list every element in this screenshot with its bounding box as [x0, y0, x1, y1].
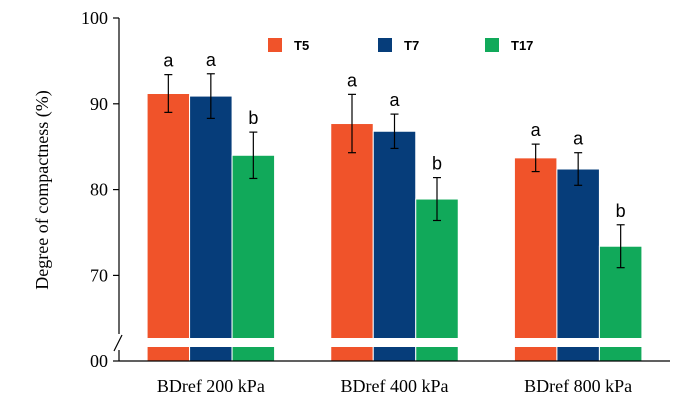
y-ticks: 100 90 80 70 00: [81, 8, 119, 371]
category-label-2: BDref 400 kPa: [341, 376, 449, 396]
axis-break-mark: [113, 334, 123, 352]
bar-t7-2: [372, 130, 417, 362]
bar-t5-2: [330, 123, 374, 362]
letter-t7-2: a: [389, 90, 400, 110]
axes: [118, 18, 670, 362]
bars-layer: [146, 93, 643, 362]
y-tick-label-1: 100: [81, 8, 108, 28]
letter-t17-2: b: [432, 154, 442, 174]
letter-t7-1: a: [206, 50, 217, 70]
letter-t5-2: a: [347, 70, 358, 90]
category-label-3: BDref 800 kPa: [524, 376, 632, 396]
y-axis-title: Degree of compactness (%): [32, 90, 53, 289]
legend-label-t7: T7: [404, 38, 419, 53]
bar-t17-1: [231, 154, 276, 362]
y-tick-label-4: 70: [90, 265, 108, 285]
bar-t7-3: [556, 168, 600, 362]
letter-t5-1: a: [163, 51, 174, 71]
legend-label-t17: T17: [511, 38, 533, 53]
bar-t5-1: [146, 93, 191, 362]
y-tick-label-5: 00: [90, 351, 108, 371]
legend-swatch-t7: [378, 38, 392, 52]
bar-t5-3: [513, 157, 558, 362]
letter-t7-3: a: [573, 129, 584, 149]
x-category-labels: BDref 200 kPa BDref 400 kPa BDref 800 kPa: [157, 376, 632, 396]
letter-t5-3: a: [531, 120, 542, 140]
letter-t17-1: b: [248, 108, 258, 128]
y-tick-label-2: 90: [90, 94, 108, 114]
axis-break-band: [108, 338, 670, 347]
y-tick-label-3: 80: [90, 180, 108, 200]
legend-swatch-t17: [485, 38, 499, 52]
legend-label-t5: T5: [294, 38, 309, 53]
legend-swatch-t5: [268, 38, 282, 52]
category-label-1: BDref 200 kPa: [157, 376, 265, 396]
bar-t7-1: [189, 95, 233, 362]
legend: T5 T7 T17: [268, 38, 533, 53]
bar-t17-2: [415, 198, 459, 362]
significance-letters: a a b a a b a a b: [163, 50, 625, 221]
letter-t17-3: b: [616, 201, 626, 221]
error-bars-layer: [164, 73, 625, 269]
